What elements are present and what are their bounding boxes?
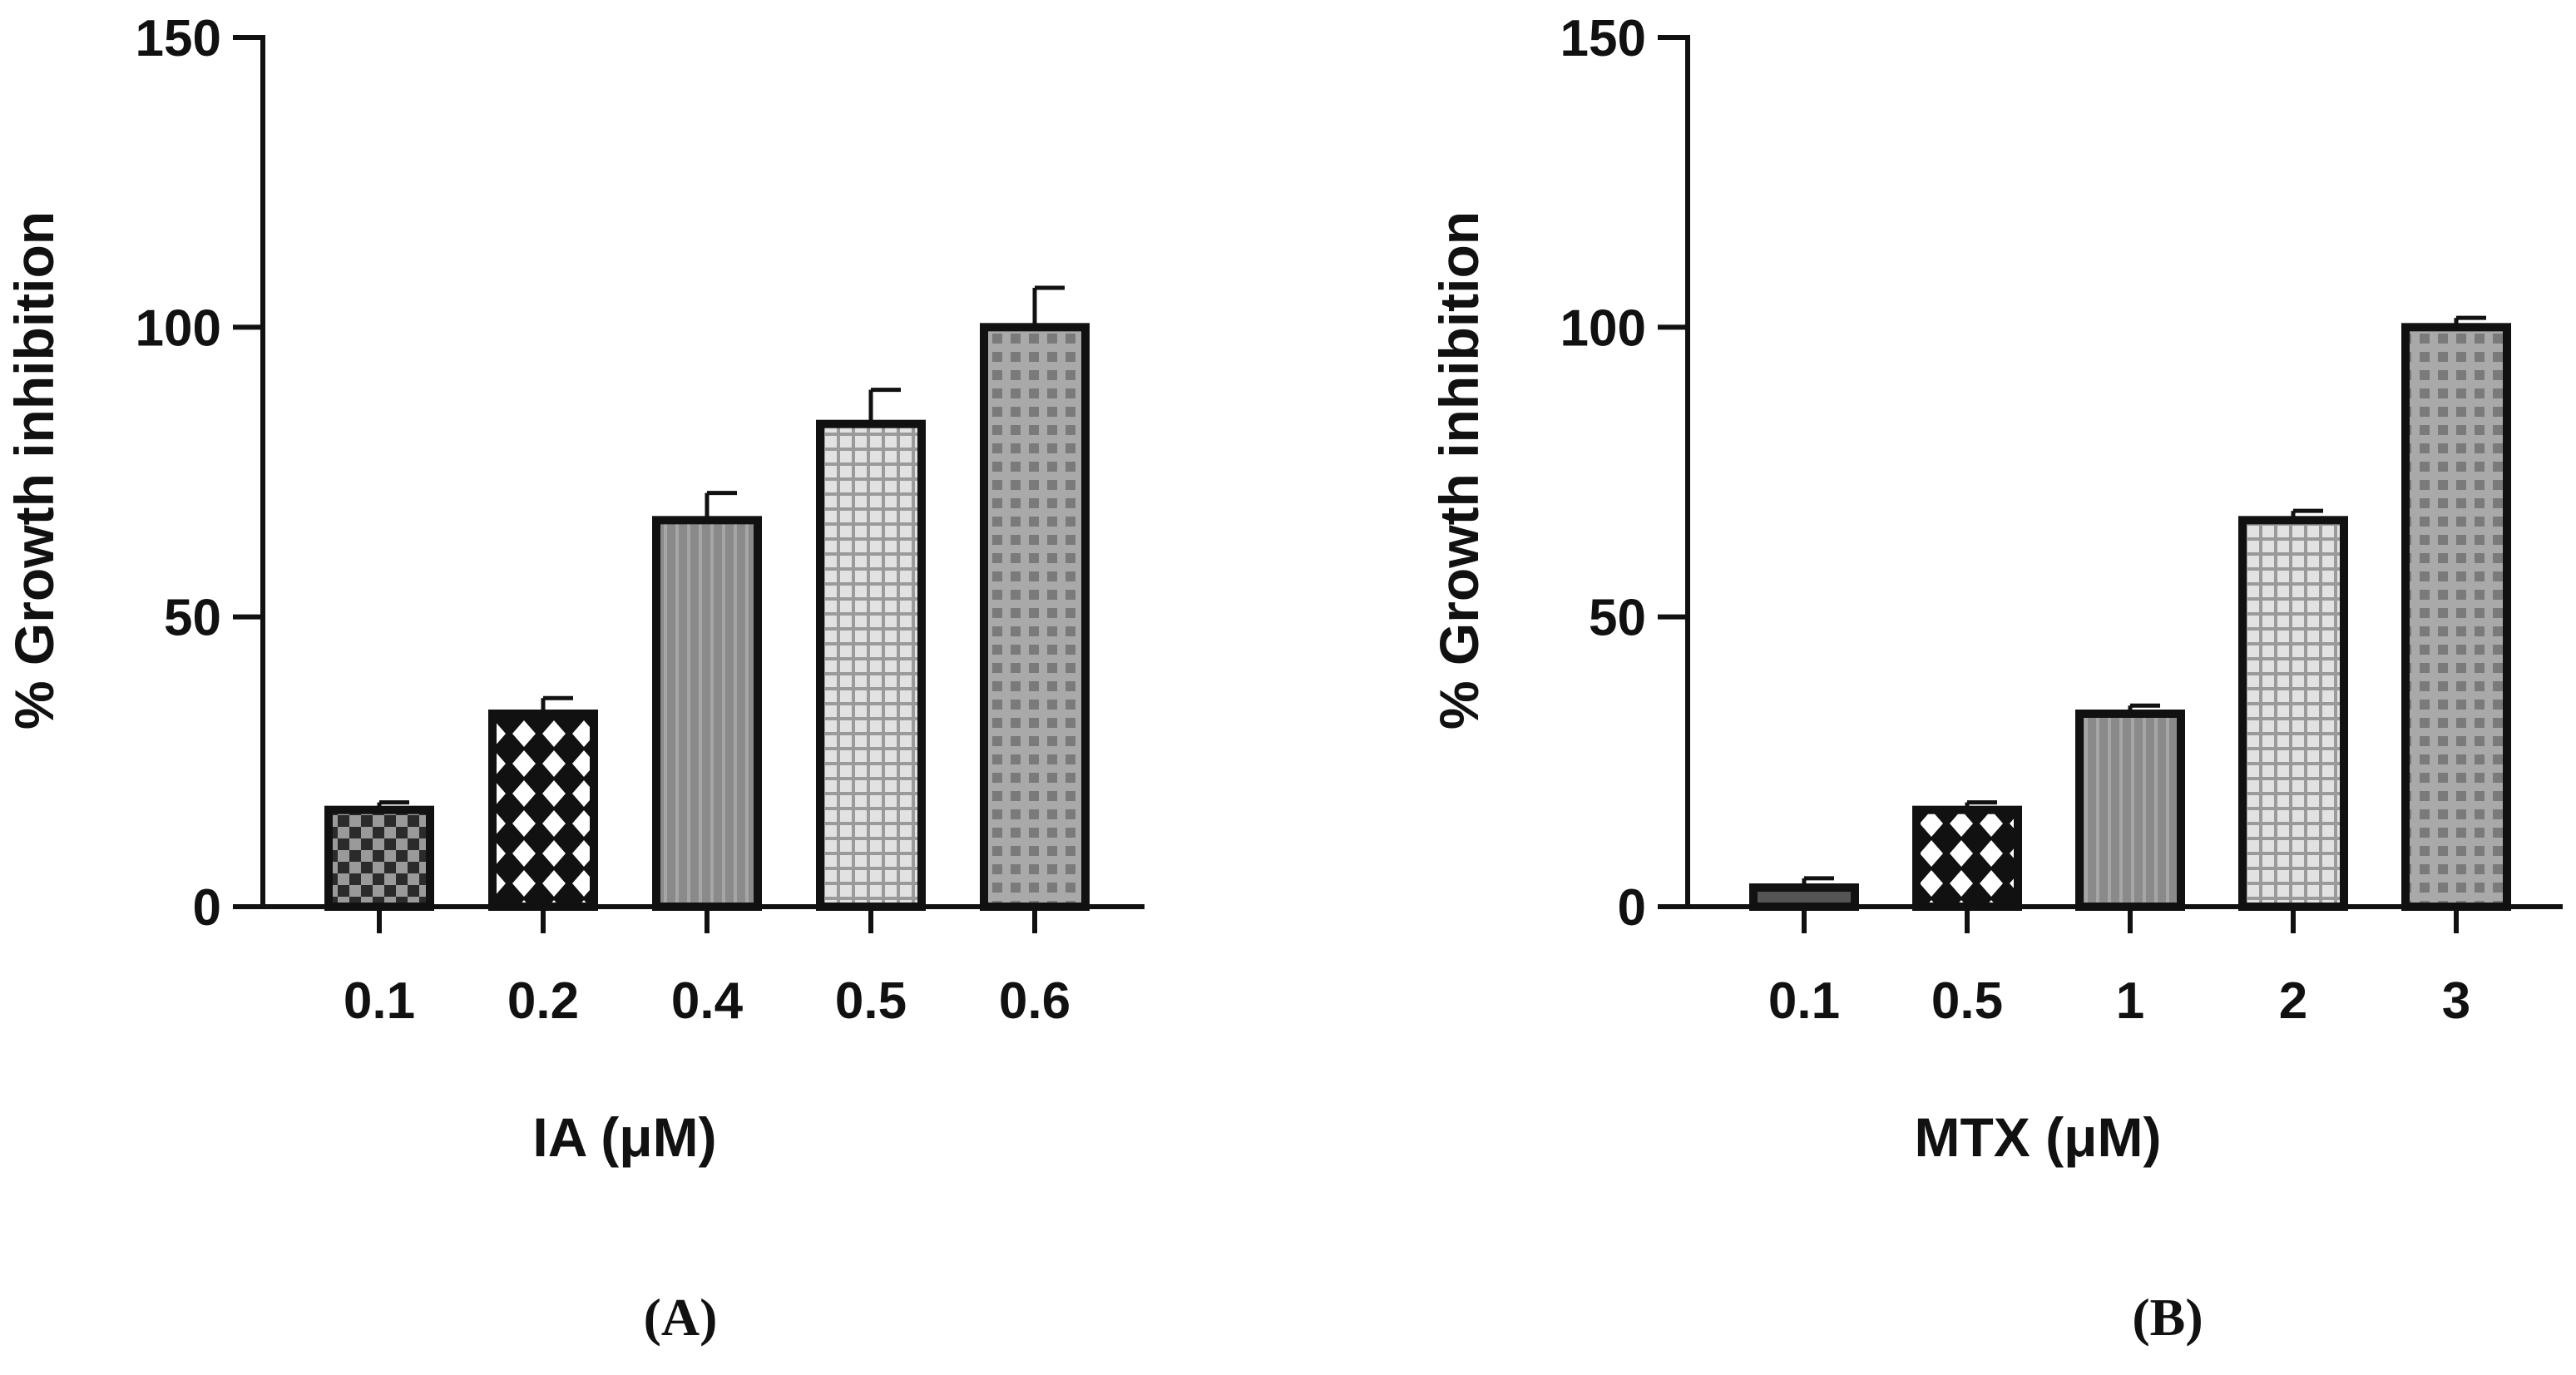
x-axis-title: IA (μM) (532, 1106, 716, 1168)
bar-0.4 (652, 516, 762, 911)
y-tick-label-100: 100 (136, 299, 221, 357)
bar-2 (2238, 516, 2348, 911)
y-tick-label-50: 50 (164, 590, 221, 647)
x-tick-label-0.1: 0.1 (1768, 972, 1840, 1030)
bar-1 (2075, 710, 2185, 912)
y-tick-label-0: 0 (1618, 879, 1646, 937)
x-tick-label-2: 2 (2279, 972, 2307, 1030)
y-tick-label-150: 150 (136, 10, 221, 67)
x-tick-label-0.4: 0.4 (671, 972, 744, 1030)
x-tick-label-1: 1 (2116, 972, 2144, 1030)
x-axis-title: MTX (μM) (1915, 1106, 2162, 1168)
x-tick-label-0.5: 0.5 (1931, 972, 2003, 1030)
bar-3 (2401, 323, 2511, 912)
bar-0.6 (980, 323, 1090, 912)
y-tick-label-0: 0 (193, 879, 221, 937)
x-tick-label-0.5: 0.5 (835, 972, 907, 1030)
x-tick-label-3: 3 (2442, 972, 2470, 1030)
y-tick-label-50: 50 (1589, 590, 1646, 647)
bar-0.1 (324, 805, 434, 912)
chart-panel-a: 0 50 100 150 0.1 0.2 0.4 0.5 0.6 % Growth inhibit… (3, 10, 1145, 1347)
y-axis-title: % Growth inhibition (1428, 211, 1490, 730)
bar-0.5 (1912, 805, 2022, 912)
x-tick-label-0.1: 0.1 (344, 972, 415, 1030)
x-tick-label-0.6: 0.6 (999, 972, 1070, 1030)
bar-0.2 (488, 710, 598, 912)
x-tick-label-0.2: 0.2 (507, 972, 579, 1030)
panel-label: (B) (2132, 1288, 2203, 1347)
panel-label: (A) (644, 1288, 718, 1347)
y-tick-label-100: 100 (1560, 299, 1646, 357)
bar-0.1 (1749, 883, 1859, 912)
y-axis-title: % Growth inhibition (3, 211, 65, 730)
bar-0.5 (816, 419, 926, 911)
chart-panel-b: 0 50 100 150 0.1 0.5 1 2 3 % Growth inhibition MTX… (1428, 10, 2563, 1347)
y-tick-label-150: 150 (1560, 10, 1646, 67)
